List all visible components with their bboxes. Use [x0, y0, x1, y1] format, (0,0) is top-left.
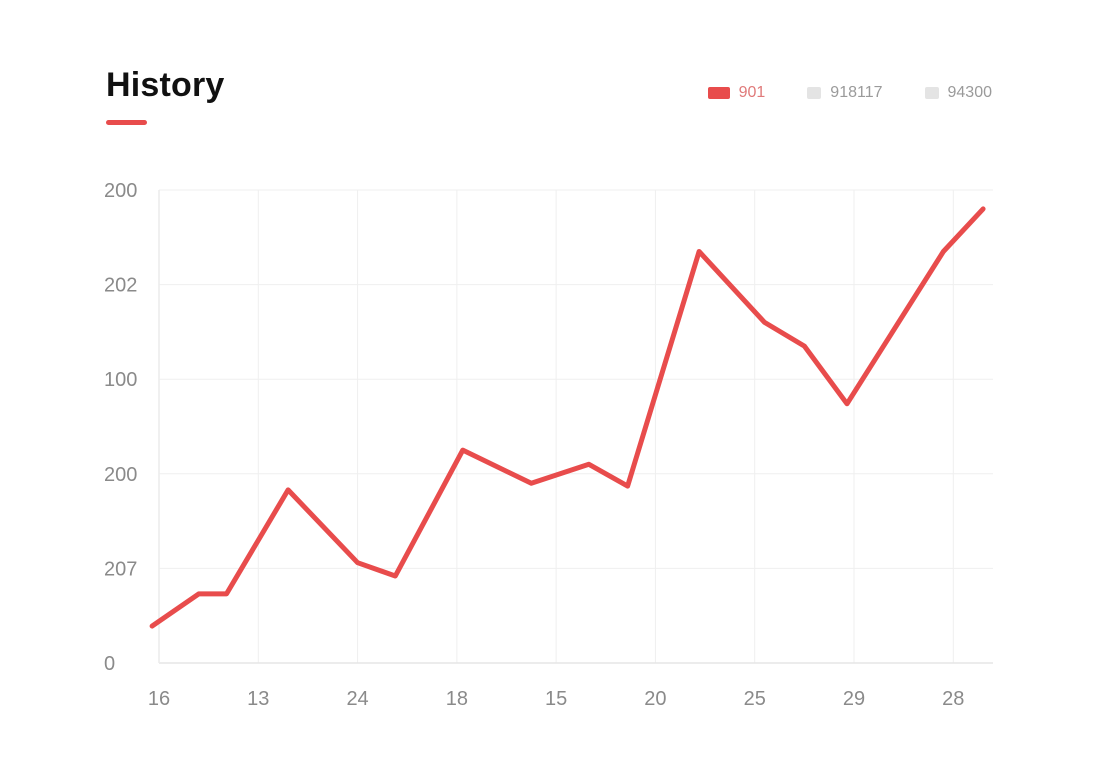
legend-swatch-94300	[924, 87, 939, 99]
x-tick-label-4: 15	[545, 688, 567, 710]
legend-item-94300[interactable]: 94300	[924, 84, 993, 102]
y-tick-label-4: 202	[104, 275, 137, 297]
x-axis-ticks: 16 13 24 18 15 20 25 29 28	[148, 688, 965, 710]
title-underline	[106, 120, 147, 125]
y-tick-label-0: 0	[104, 653, 115, 675]
x-tick-label-5: 20	[644, 688, 666, 710]
grid-lines	[159, 189, 993, 663]
y-tick-label-3: 100	[104, 369, 137, 391]
y-tick-label-2: 200	[104, 464, 137, 486]
chart-title: History	[106, 66, 225, 104]
legend-item-901[interactable]: 901	[707, 84, 766, 102]
y-tick-label-5: 200	[104, 180, 137, 202]
axis-lines	[158, 190, 993, 664]
series-lines	[149, 206, 986, 629]
y-axis-ticks: 0 207 200 100 202 200	[104, 180, 137, 675]
x-tick-label-1: 13	[247, 688, 269, 710]
chart-legend: 901 918117 94300	[707, 84, 993, 102]
legend-item-918117[interactable]: 918117	[807, 84, 883, 102]
series-line-0	[149, 206, 986, 629]
legend-label-901: 901	[738, 84, 766, 101]
legend-swatch-918117	[807, 87, 822, 99]
legend-label-94300: 94300	[947, 84, 993, 101]
x-tick-label-8: 28	[942, 688, 964, 710]
x-tick-label-6: 25	[744, 688, 766, 710]
x-tick-label-0: 16	[148, 688, 170, 710]
x-tick-label-7: 29	[843, 688, 865, 710]
x-tick-label-2: 24	[346, 688, 368, 710]
y-tick-label-1: 207	[104, 558, 137, 580]
x-tick-label-3: 18	[446, 688, 468, 710]
legend-swatch-901	[707, 87, 730, 99]
legend-label-918117: 918117	[830, 84, 883, 101]
